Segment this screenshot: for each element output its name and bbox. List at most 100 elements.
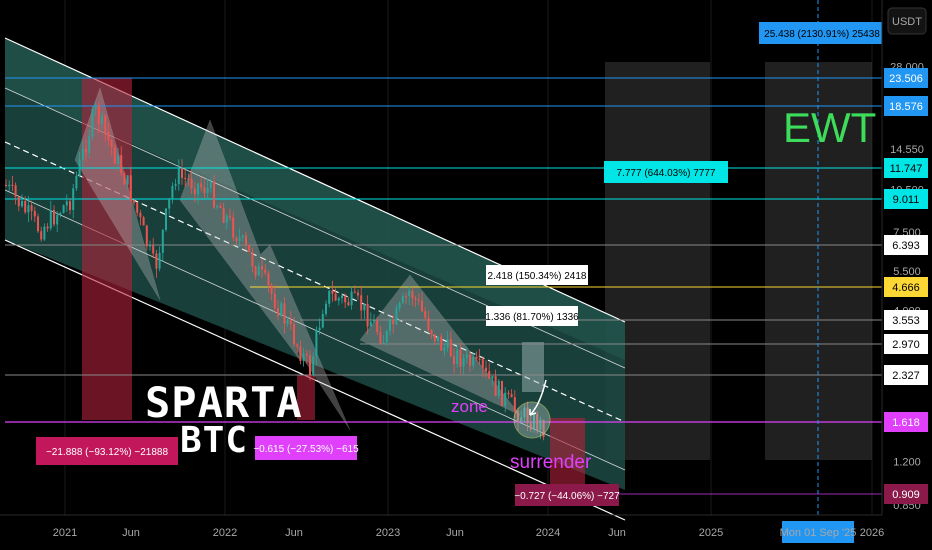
- candle-body: [88, 136, 91, 153]
- currency-label: USDT: [892, 16, 922, 28]
- candle-body: [494, 376, 497, 396]
- candle-body: [69, 201, 71, 211]
- price-level-value: 18.576: [889, 101, 923, 113]
- ewt-label: EWT: [783, 104, 876, 151]
- candle-body: [37, 216, 39, 232]
- x-tick-label: Jun: [122, 527, 140, 539]
- candle-body: [360, 295, 363, 311]
- x-tick-label: 2026: [860, 527, 884, 539]
- candle-body: [17, 196, 20, 207]
- candle-body: [283, 303, 286, 324]
- candle-body: [219, 205, 222, 208]
- price-level-value: 23.506: [889, 73, 923, 85]
- target-arrowhead: [529, 409, 537, 416]
- candle-body: [53, 209, 55, 225]
- candle-body: [245, 235, 247, 245]
- candle-body: [225, 215, 228, 223]
- candle-body: [309, 355, 311, 376]
- price-level-tag: [884, 158, 928, 178]
- candle-body: [181, 168, 183, 178]
- candle-body: [376, 320, 379, 332]
- candle-body: [305, 353, 308, 356]
- candle-body: [539, 419, 542, 430]
- price-level-value: 0.909: [892, 489, 920, 501]
- candle-body: [56, 215, 59, 225]
- candle-body: [366, 303, 369, 327]
- price-level-tag: [884, 412, 928, 432]
- candle-body: [325, 303, 327, 315]
- candle-body: [465, 354, 468, 358]
- y-tick-label: 1.200: [893, 457, 921, 469]
- candle-body: [289, 320, 292, 325]
- candle-body: [520, 417, 523, 422]
- candle-body: [315, 330, 318, 357]
- candle-body: [104, 115, 107, 133]
- candle-body: [267, 272, 270, 286]
- candle-body: [187, 178, 190, 180]
- candle-body: [229, 215, 231, 218]
- candle-body: [235, 237, 238, 242]
- candle-body: [478, 358, 481, 360]
- candle-body: [312, 356, 315, 376]
- brand-logo-line1: SPARTA: [145, 378, 303, 427]
- candle-body: [62, 205, 65, 213]
- measurement-box-3: 2.418 (150.34%) 2418: [486, 265, 588, 285]
- candle-body: [177, 168, 180, 185]
- measurement-box-1: 25.438 (2130.91%) 25438: [759, 22, 885, 44]
- candle-body: [85, 148, 87, 153]
- candle-body: [145, 225, 148, 247]
- price-axis[interactable]: [882, 0, 932, 550]
- candle-body: [277, 308, 279, 316]
- drawdown-zone-2: [297, 375, 315, 420]
- candlestick-series: [5, 101, 545, 441]
- candle-body: [126, 175, 129, 185]
- price-level-tag: [884, 96, 928, 116]
- x-tick-label: Jun: [285, 527, 303, 539]
- candle-body: [168, 198, 171, 209]
- y-tick-label: 14.550: [890, 144, 924, 156]
- candle-body: [30, 205, 33, 211]
- candle-body: [536, 414, 539, 430]
- candle-body: [379, 331, 382, 344]
- candle-body: [270, 285, 273, 294]
- candle-body: [347, 302, 350, 306]
- price-level-value: 9.011: [893, 194, 920, 206]
- candle-body: [152, 245, 155, 254]
- x-tick-label: 2023: [376, 527, 400, 539]
- candle-body: [456, 349, 459, 365]
- measurement-text-1: 25.438 (2130.91%) 25438: [764, 29, 880, 40]
- candle-body: [424, 311, 427, 318]
- candle-body: [513, 397, 516, 412]
- candle-body: [142, 217, 145, 226]
- y-tick-label: 5.500: [893, 266, 921, 278]
- candle-body: [485, 367, 487, 372]
- rise-zone: [522, 342, 544, 392]
- candle-body: [401, 295, 404, 303]
- candle-body: [222, 207, 225, 223]
- candle-body: [331, 290, 334, 294]
- candle-body: [97, 105, 100, 124]
- candle-body: [14, 185, 17, 197]
- price-level-tag: [884, 310, 928, 330]
- candle-body: [200, 183, 203, 188]
- candle-body: [517, 411, 519, 422]
- candle-body: [504, 392, 507, 407]
- price-level-tags: 23.506 18.576 11.747 9.011 6.393 4.666 3.553 2.…: [884, 68, 928, 504]
- candle-body: [171, 186, 174, 199]
- candle-body: [321, 314, 324, 328]
- candle-body: [264, 269, 267, 273]
- crosshair-date-tag: [782, 521, 854, 543]
- candle-body: [357, 292, 359, 296]
- candle-body: [472, 356, 475, 366]
- price-level-value: 11.747: [890, 163, 923, 175]
- drawdown-zone-3: [550, 418, 585, 496]
- currency-button[interactable]: [887, 7, 927, 35]
- candle-body: [257, 266, 260, 276]
- candle-body: [405, 295, 407, 297]
- x-axis-ticks[interactable]: 2021 Jun 2022 Jun 2023 Jun 2024 Jun 2025 2026: [53, 527, 884, 539]
- candle-body: [33, 210, 36, 217]
- candle-body: [117, 154, 119, 164]
- surrender-circle: [513, 401, 551, 439]
- candle-body: [437, 336, 439, 342]
